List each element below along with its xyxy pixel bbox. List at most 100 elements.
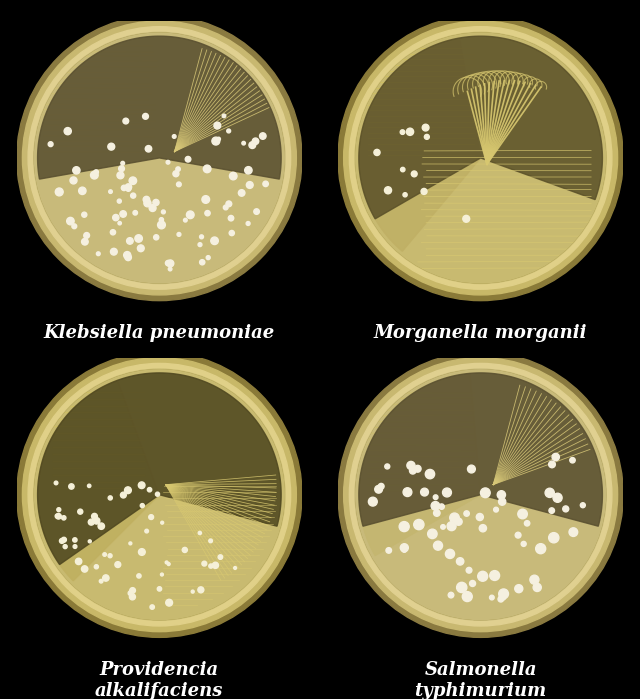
- Circle shape: [260, 133, 266, 139]
- Circle shape: [125, 487, 131, 493]
- Circle shape: [77, 509, 83, 514]
- Circle shape: [477, 571, 488, 582]
- Circle shape: [120, 492, 126, 498]
- Circle shape: [455, 518, 462, 525]
- Circle shape: [17, 15, 302, 301]
- Circle shape: [73, 538, 77, 542]
- Circle shape: [118, 222, 122, 225]
- Circle shape: [344, 358, 618, 632]
- Circle shape: [28, 27, 291, 289]
- Circle shape: [138, 482, 145, 489]
- Circle shape: [375, 485, 383, 493]
- Circle shape: [580, 503, 586, 507]
- Circle shape: [447, 521, 456, 531]
- Polygon shape: [38, 380, 159, 581]
- Circle shape: [70, 177, 77, 184]
- Circle shape: [82, 212, 87, 217]
- Circle shape: [355, 369, 606, 620]
- Circle shape: [34, 369, 285, 620]
- Circle shape: [249, 142, 256, 148]
- Circle shape: [530, 575, 539, 584]
- Circle shape: [420, 488, 428, 496]
- Circle shape: [378, 484, 384, 489]
- Circle shape: [72, 224, 77, 229]
- Circle shape: [426, 470, 435, 479]
- Circle shape: [406, 128, 413, 136]
- Circle shape: [198, 531, 202, 535]
- Circle shape: [184, 218, 187, 222]
- Circle shape: [102, 575, 109, 581]
- Circle shape: [99, 579, 103, 583]
- Circle shape: [428, 529, 437, 539]
- Circle shape: [217, 137, 220, 140]
- Circle shape: [121, 161, 125, 165]
- Circle shape: [230, 172, 237, 180]
- Circle shape: [117, 199, 122, 203]
- Circle shape: [54, 481, 58, 484]
- Circle shape: [185, 157, 191, 162]
- Circle shape: [246, 222, 250, 226]
- Circle shape: [69, 219, 74, 224]
- Circle shape: [349, 27, 612, 289]
- Circle shape: [229, 231, 234, 236]
- Circle shape: [167, 260, 174, 267]
- Circle shape: [177, 233, 181, 236]
- Circle shape: [123, 118, 129, 124]
- Circle shape: [467, 465, 476, 473]
- Circle shape: [145, 145, 152, 152]
- Circle shape: [403, 488, 412, 496]
- Circle shape: [462, 591, 472, 602]
- Circle shape: [143, 113, 148, 120]
- Circle shape: [140, 503, 145, 507]
- Polygon shape: [359, 373, 481, 556]
- Circle shape: [61, 538, 67, 542]
- Circle shape: [490, 570, 500, 580]
- Circle shape: [222, 114, 226, 117]
- Circle shape: [244, 166, 252, 174]
- Circle shape: [88, 484, 91, 487]
- Circle shape: [490, 596, 494, 600]
- Circle shape: [548, 461, 556, 468]
- Circle shape: [386, 547, 392, 553]
- Circle shape: [433, 541, 442, 550]
- Circle shape: [242, 141, 245, 145]
- Circle shape: [479, 524, 486, 532]
- Circle shape: [433, 510, 440, 517]
- Circle shape: [218, 555, 223, 559]
- Circle shape: [64, 127, 71, 135]
- Circle shape: [431, 501, 440, 510]
- Circle shape: [55, 514, 60, 518]
- Circle shape: [349, 363, 612, 626]
- Circle shape: [117, 172, 124, 179]
- Circle shape: [34, 32, 285, 284]
- Circle shape: [533, 584, 541, 591]
- Circle shape: [518, 510, 527, 519]
- Circle shape: [424, 134, 429, 139]
- Circle shape: [402, 547, 407, 552]
- Circle shape: [153, 199, 159, 206]
- Circle shape: [545, 488, 554, 498]
- Circle shape: [205, 210, 210, 216]
- Circle shape: [130, 588, 136, 593]
- Circle shape: [138, 245, 144, 252]
- Circle shape: [113, 215, 119, 221]
- Circle shape: [414, 466, 421, 472]
- Circle shape: [450, 513, 460, 523]
- Circle shape: [120, 210, 126, 217]
- Circle shape: [515, 584, 523, 593]
- Circle shape: [92, 513, 97, 519]
- Circle shape: [410, 468, 416, 474]
- Circle shape: [234, 566, 237, 570]
- Circle shape: [56, 514, 61, 519]
- Circle shape: [55, 188, 63, 196]
- Polygon shape: [359, 38, 481, 251]
- Circle shape: [202, 196, 209, 203]
- Circle shape: [148, 514, 154, 519]
- Polygon shape: [359, 36, 602, 219]
- Circle shape: [122, 185, 127, 191]
- Circle shape: [103, 553, 106, 556]
- Circle shape: [168, 267, 172, 271]
- Circle shape: [60, 538, 65, 543]
- Circle shape: [167, 563, 170, 565]
- Circle shape: [138, 549, 145, 556]
